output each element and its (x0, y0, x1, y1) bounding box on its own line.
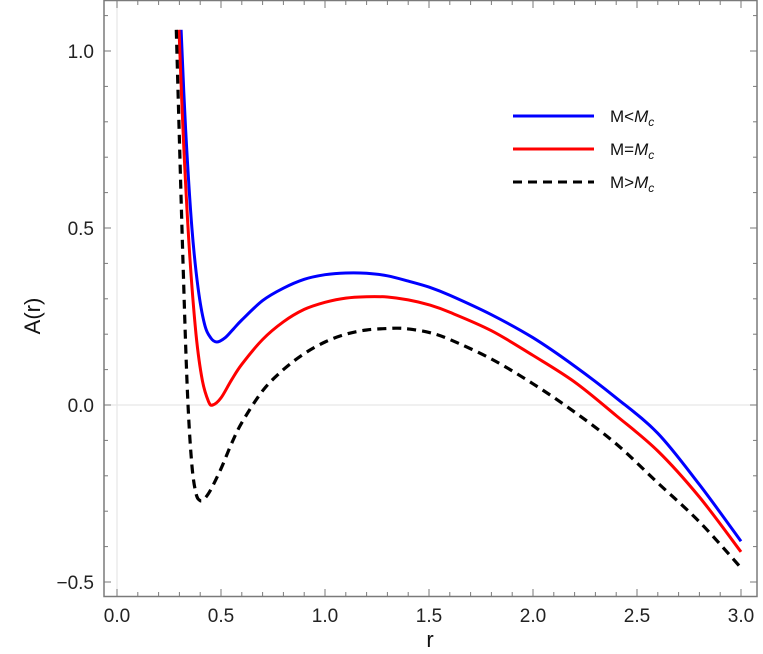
data-curves (174, 29, 743, 569)
x-tick-label: 1.5 (416, 606, 442, 627)
x-tick-label: 0.0 (104, 606, 130, 627)
legend-item-1: M<Mc (513, 107, 654, 129)
y-tick-label: 1.0 (68, 42, 94, 63)
curve-series-1 (179, 29, 743, 543)
y-tick-label: 0.5 (68, 219, 94, 240)
y-tick-label: 0.0 (68, 396, 94, 417)
curve-series-2 (177, 29, 743, 553)
x-tick-label: 2.5 (624, 606, 650, 627)
legend-label: M>Mc (610, 173, 654, 195)
legend-item-3: M>Mc (513, 173, 654, 195)
x-axis-title: r (426, 627, 433, 652)
x-tick-label: 0.5 (208, 606, 234, 627)
y-axis-ticks: −0.5 0.0 0.5 1.0 (56, 15, 757, 594)
x-axis-ticks: 0.0 0.5 1.0 1.5 2.0 2.5 3.0 (104, 1, 754, 627)
legend: M<Mc M=Mc M>Mc (513, 107, 654, 195)
y-tick-label: −0.5 (56, 573, 94, 594)
x-tick-label: 1.0 (312, 606, 338, 627)
legend-label: M<Mc (610, 107, 654, 129)
x-tick-label: 2.0 (520, 606, 546, 627)
legend-label: M=Mc (610, 140, 654, 162)
y-axis-title: A(r) (20, 298, 45, 335)
curve-series-3 (174, 29, 743, 569)
legend-item-2: M=Mc (513, 140, 654, 162)
x-tick-label: 3.0 (728, 606, 754, 627)
